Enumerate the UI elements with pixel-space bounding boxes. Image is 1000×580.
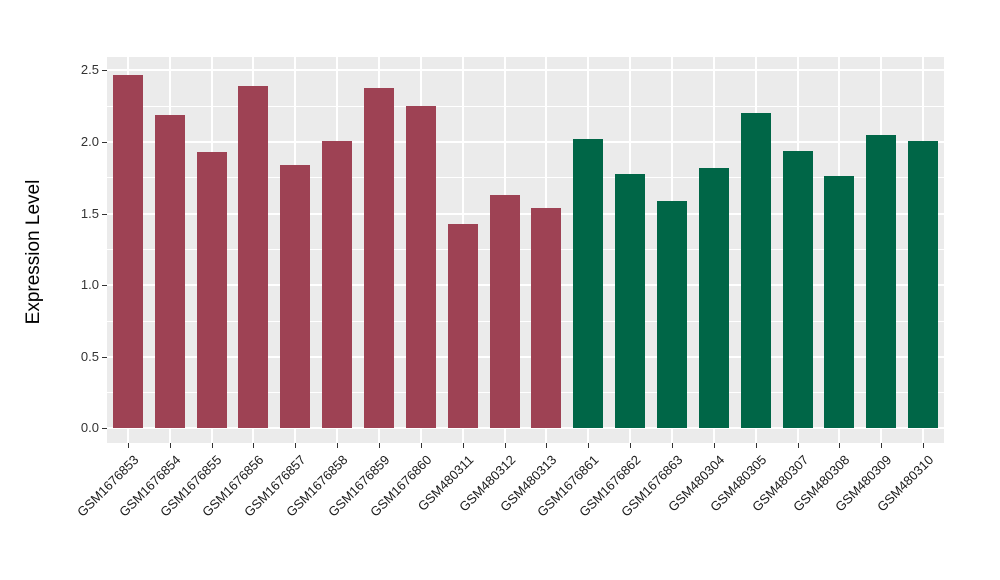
y-tick-mark bbox=[102, 213, 107, 215]
plot-panel bbox=[107, 57, 944, 443]
x-tick-mark bbox=[337, 443, 339, 448]
bar-GSM1676857 bbox=[280, 164, 311, 429]
bar-GSM480305 bbox=[740, 113, 771, 429]
y-tick-mark bbox=[102, 356, 107, 358]
x-tick-mark bbox=[379, 443, 381, 448]
x-tick-mark bbox=[797, 443, 799, 448]
minor-gridline bbox=[107, 248, 944, 250]
x-tick-mark bbox=[588, 443, 590, 448]
bar-GSM1676863 bbox=[656, 200, 687, 429]
bar-GSM480313 bbox=[531, 207, 562, 429]
bar-GSM480307 bbox=[782, 150, 813, 429]
major-gridline bbox=[107, 427, 944, 430]
major-gridline bbox=[107, 355, 944, 358]
x-tick-mark bbox=[169, 443, 171, 448]
minor-gridline bbox=[107, 320, 944, 322]
x-tick-mark bbox=[839, 443, 841, 448]
bar-GSM1676858 bbox=[322, 140, 353, 429]
bar-GSM1676853 bbox=[112, 74, 143, 429]
x-tick-mark bbox=[295, 443, 297, 448]
minor-gridline bbox=[107, 105, 944, 107]
bar-GSM1676859 bbox=[364, 87, 395, 429]
x-tick-mark bbox=[462, 443, 464, 448]
y-tick-label: 1.0 bbox=[80, 277, 99, 293]
x-tick-mark bbox=[127, 443, 129, 448]
x-tick-mark bbox=[881, 443, 883, 448]
x-tick-mark bbox=[630, 443, 632, 448]
bar-GSM480310 bbox=[908, 140, 939, 429]
y-tick-mark bbox=[102, 70, 107, 72]
y-tick-label: 0.5 bbox=[80, 348, 99, 364]
bar-GSM1676854 bbox=[154, 114, 185, 429]
bar-GSM480304 bbox=[698, 167, 729, 429]
major-gridline bbox=[107, 141, 944, 143]
major-gridline bbox=[107, 69, 944, 72]
bar-GSM1676855 bbox=[196, 152, 227, 429]
x-tick-mark bbox=[420, 443, 422, 448]
bar-GSM480308 bbox=[824, 176, 855, 429]
bar-GSM1676860 bbox=[405, 106, 436, 429]
x-tick-mark bbox=[713, 443, 715, 448]
y-tick-label: 2.5 bbox=[80, 62, 99, 78]
bar-GSM480311 bbox=[447, 223, 478, 429]
y-axis-title: Expression Level bbox=[23, 179, 44, 325]
x-tick-mark bbox=[671, 443, 673, 448]
bar-GSM1676856 bbox=[238, 86, 269, 429]
y-tick-label: 2.0 bbox=[80, 134, 99, 149]
x-tick-mark bbox=[755, 443, 757, 448]
y-tick-label: 0.0 bbox=[80, 420, 99, 436]
bar-GSM1676862 bbox=[615, 173, 646, 429]
y-tick-label: 1.5 bbox=[80, 205, 99, 221]
minor-gridline bbox=[107, 392, 944, 394]
x-tick-mark bbox=[211, 443, 213, 448]
minor-gridline bbox=[107, 177, 944, 179]
x-tick-mark bbox=[923, 443, 925, 448]
y-tick-mark bbox=[102, 285, 107, 287]
x-tick-mark bbox=[546, 443, 548, 448]
bar-GSM480309 bbox=[866, 134, 897, 429]
major-gridline bbox=[107, 212, 944, 215]
bar-GSM480312 bbox=[489, 195, 520, 429]
y-tick-mark bbox=[102, 142, 107, 143]
y-tick-mark bbox=[102, 428, 107, 430]
x-tick-mark bbox=[504, 443, 506, 448]
x-tick-mark bbox=[253, 443, 255, 448]
bar-GSM1676861 bbox=[573, 139, 604, 429]
major-gridline bbox=[107, 284, 944, 287]
